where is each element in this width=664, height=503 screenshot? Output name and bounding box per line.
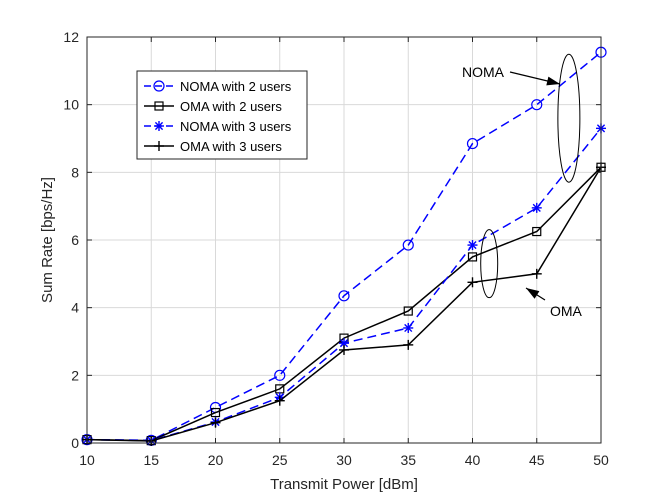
data-point xyxy=(532,226,542,237)
data-point xyxy=(339,344,349,355)
data-point xyxy=(402,239,414,251)
data-point xyxy=(274,395,285,406)
series-line xyxy=(86,166,602,442)
data-point xyxy=(154,101,164,111)
ticks: 10 15 20 25 30 35 40 45 50 0 2 4 6 8 10 12 xyxy=(63,29,609,468)
x-axis-title: Transmit Power [dBm] xyxy=(270,476,418,493)
y-tick-label: 12 xyxy=(63,29,79,45)
x-tick-label: 20 xyxy=(208,452,224,468)
x-tick-label: 50 xyxy=(593,452,609,468)
oma-annotation: OMA xyxy=(550,303,583,319)
x-tick-label: 10 xyxy=(79,452,95,468)
legend-label: NOMA with 2 users xyxy=(180,79,292,94)
y-tick-label: 6 xyxy=(71,232,79,248)
data-point xyxy=(153,80,165,92)
y-tick-label: 2 xyxy=(71,367,79,383)
legend-box xyxy=(136,70,308,160)
x-tick-label: 30 xyxy=(336,452,352,468)
data-point xyxy=(403,306,413,316)
y-tick-label: 10 xyxy=(63,97,79,113)
x-tick-label: 45 xyxy=(529,452,545,468)
x-tick-label: 25 xyxy=(272,452,288,468)
data-point xyxy=(466,137,479,150)
data-point xyxy=(403,339,414,350)
x-tick-label: 15 xyxy=(143,452,159,468)
legend-entry-3: OMA with 3 users xyxy=(144,139,282,154)
data-point xyxy=(531,268,542,279)
legend-label: OMA with 2 users xyxy=(180,99,282,114)
data-point xyxy=(154,141,164,151)
legend-label: OMA with 3 users xyxy=(180,139,282,154)
data-point xyxy=(210,417,221,428)
data-point xyxy=(531,99,543,111)
x-tick-label: 35 xyxy=(400,452,416,468)
legend: NOMA with 2 users OMA with 2 users NOMA wi… xyxy=(136,70,308,160)
data-point xyxy=(274,369,286,381)
data-point xyxy=(467,240,478,251)
data-point-stroke xyxy=(532,203,541,212)
data-point xyxy=(403,322,414,333)
series-line xyxy=(86,51,602,442)
data-point xyxy=(154,121,164,131)
oma-arrow-head xyxy=(526,288,540,299)
legend-entry-2: NOMA with 3 users xyxy=(144,119,292,134)
data-point-stroke xyxy=(404,323,413,333)
data-point xyxy=(338,290,350,302)
x-tick-label: 40 xyxy=(465,452,481,468)
data-point-stroke xyxy=(339,339,349,348)
y-axis-title: Sum Rate [bps/Hz] xyxy=(39,177,56,303)
annotations: NOMA OMA xyxy=(462,53,583,319)
data-point-stroke xyxy=(468,240,477,250)
y-tick-label: 4 xyxy=(71,300,79,316)
data-point xyxy=(531,202,542,213)
noma-arrow-head xyxy=(546,76,560,86)
y-tick-label: 0 xyxy=(71,435,79,451)
noma-ellipse xyxy=(557,53,581,183)
oma-ellipse xyxy=(480,229,499,299)
data-point-stroke xyxy=(154,121,164,131)
y-tick-label: 8 xyxy=(71,164,79,180)
legend-entry-0: NOMA with 2 users xyxy=(144,79,292,94)
data-point xyxy=(467,277,478,288)
noma-annotation: NOMA xyxy=(462,64,505,80)
legend-label: NOMA with 3 users xyxy=(180,119,292,134)
data-point xyxy=(210,407,221,418)
legend-entry-1: OMA with 2 users xyxy=(144,99,282,114)
data-point xyxy=(467,252,478,262)
